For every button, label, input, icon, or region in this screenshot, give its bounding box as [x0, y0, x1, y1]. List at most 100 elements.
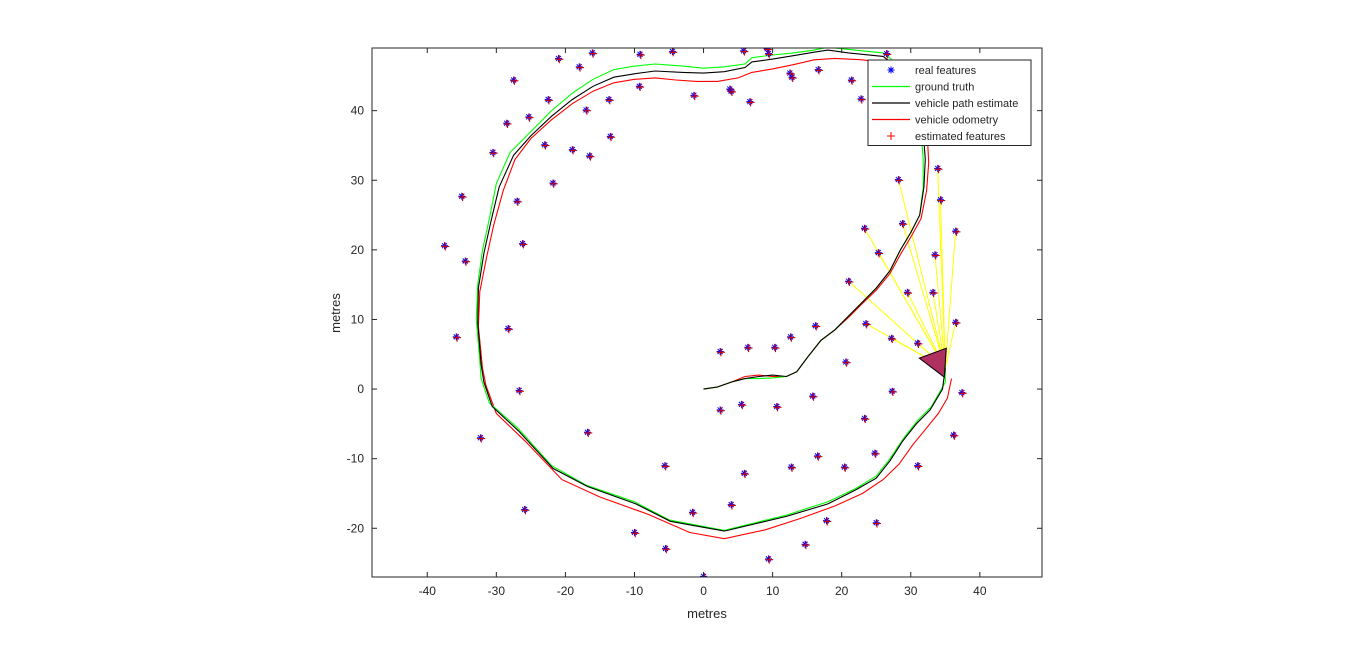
y-tick-2: 0: [357, 382, 1042, 396]
real-feature-3: [461, 257, 469, 265]
y-tick-5: 30: [351, 173, 1042, 187]
x-axis-label: metres: [687, 606, 727, 621]
x-tick-2: -20: [557, 48, 575, 598]
estimated-feature-54: [801, 541, 810, 550]
real-feature-9: [513, 197, 521, 205]
estimated-feature-63: [848, 76, 857, 85]
x-tick-label-1: -30: [488, 584, 506, 598]
real-feature-70: [874, 249, 882, 257]
observation-ray-5: [897, 179, 946, 369]
real-feature-79: [929, 288, 937, 296]
real-feature-56: [811, 322, 819, 330]
x-tick-8: 40: [973, 48, 987, 598]
estimated-feature-31: [669, 48, 678, 57]
real-feature-19: [575, 63, 583, 71]
x-tick-label-2: -20: [557, 584, 575, 598]
estimated-feature-19: [576, 63, 585, 72]
real-feature-40: [738, 400, 746, 408]
odometry-line: [477, 57, 953, 540]
real-feature-2: [458, 192, 466, 200]
observation-ray-6: [901, 223, 946, 369]
real-feature-63: [847, 76, 855, 84]
legend-label-1: ground truth: [915, 82, 974, 94]
estimated-feature-5: [489, 149, 498, 158]
estimated-feature-50: [787, 333, 796, 342]
legend-entry-3: vehicle odometry: [872, 115, 999, 127]
estimated-feature-52: [788, 463, 797, 472]
estimated-feature-65: [861, 415, 870, 424]
estimated-feature-64: [857, 95, 866, 104]
real-feature-4: [476, 434, 484, 442]
y-tick-3: 10: [351, 312, 1042, 326]
y-tick-1: -10: [347, 452, 1042, 466]
legend-swatch-4: [887, 132, 895, 140]
estimated-feature-7: [504, 325, 513, 334]
estimated-feature-14: [541, 141, 550, 150]
estimated-feature-79: [929, 289, 938, 298]
estimated-feature-4: [477, 434, 486, 443]
legend-entry-4: estimated features: [887, 131, 1006, 143]
x-tick-4: 0: [700, 48, 707, 598]
real-feature-29: [661, 462, 669, 470]
x-tick-0: -40: [419, 48, 436, 598]
estimated-feature-34: [700, 573, 709, 577]
estimated-feature-10: [515, 387, 524, 396]
estimated-feature-29: [661, 462, 670, 471]
estimated-feature-15: [544, 96, 553, 105]
x-tick-3: -10: [626, 48, 643, 598]
estimated-feature-62: [845, 277, 854, 286]
real-feature-36: [716, 406, 724, 414]
estimated-feature-22: [586, 152, 595, 161]
estimated-feature-77: [914, 339, 923, 348]
real-feature-23: [588, 49, 596, 57]
x-tick-5: 10: [766, 48, 780, 598]
x-tick-label-6: 20: [835, 584, 849, 598]
real-feature-68: [871, 449, 879, 457]
estimated-feature-38: [727, 87, 736, 96]
estimated-feature-86: [958, 389, 967, 398]
estimated-feature-74: [895, 176, 904, 185]
estimated-feature-57: [815, 66, 824, 75]
estimated-feature-75: [899, 220, 908, 229]
estimated-feature-47: [765, 555, 774, 564]
estimated-feature-58: [814, 452, 823, 461]
real-feature-47: [764, 555, 772, 563]
estimated-feature-11: [519, 240, 528, 249]
estimated-feature-76: [904, 289, 913, 298]
estimated-feature-36: [716, 406, 725, 415]
estimated-feature-66: [861, 225, 870, 234]
real-feature-53: [788, 73, 796, 81]
real-feature-38: [727, 87, 735, 95]
real-feature-85: [952, 318, 960, 326]
real-feature-22: [586, 152, 594, 160]
estimated-feature-68: [871, 449, 880, 458]
estimated-feature-80: [931, 251, 940, 260]
real-feature-43: [744, 343, 752, 351]
real-feature-64: [857, 95, 865, 103]
estimated-feature-48: [771, 344, 780, 353]
y-tick-label-6: 40: [351, 104, 365, 118]
plot-area: [441, 48, 967, 577]
real-feature-76: [903, 288, 911, 296]
estimated-feature-18: [569, 146, 578, 155]
real-feature-21: [584, 428, 592, 436]
y-tick-4: 20: [351, 243, 1042, 257]
estimated-feature-25: [607, 133, 616, 142]
y-tick-label-2: 0: [357, 382, 364, 396]
real-feature-14: [541, 141, 549, 149]
real-feature-25: [606, 132, 614, 140]
real-feature-58: [814, 452, 822, 460]
real-feature-49: [773, 402, 781, 410]
real-feature-24: [605, 96, 613, 104]
estimated-feature-70: [875, 249, 884, 258]
estimated-feature-84: [952, 227, 961, 236]
legend-label-3: vehicle odometry: [915, 115, 999, 127]
estimated-feature-32: [689, 509, 698, 518]
real-feature-8: [510, 76, 518, 84]
real-feature-5: [489, 148, 497, 156]
estimated-feature-69: [873, 519, 882, 528]
estimated-feature-78: [914, 462, 923, 471]
estimated-feature-81: [934, 165, 943, 174]
real-feature-52: [787, 463, 795, 471]
